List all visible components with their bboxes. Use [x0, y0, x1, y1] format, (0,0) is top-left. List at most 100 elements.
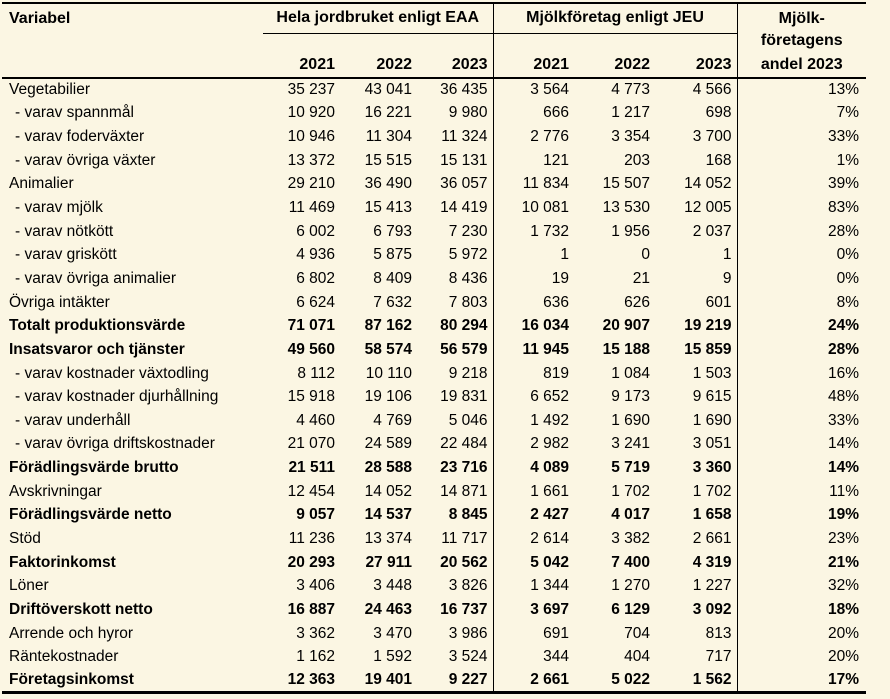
cell-andel-2023: 33%: [827, 411, 860, 429]
cell-jeu-2023: 15 859: [655, 338, 738, 362]
header-spacer-cell: [340, 33, 417, 52]
data-table: Variabel Hela jordbruket enligt EAA Mjöl…: [2, 2, 867, 695]
cell-jeu-2021: 636: [543, 293, 569, 311]
cell-jeu-2022: 626: [624, 293, 650, 311]
cell-eaa-2023: 11 717: [417, 527, 494, 551]
table-row: - varav övriga växter 13 372 15 515 15 131 1…: [2, 148, 866, 173]
cell-jeu-2023: 813: [655, 621, 738, 646]
row-label: Arrende och hyror: [9, 624, 134, 642]
cell-eaa-2022: 8 409: [373, 269, 412, 287]
column-group-jeu: Mjölkföretag enligt JEU: [493, 3, 738, 34]
cell-eaa-2023: 36 057: [417, 172, 494, 197]
cell-eaa-2021: 1 162: [296, 648, 335, 666]
cell-eaa-2021: 20 293: [287, 553, 335, 571]
cell-jeu-2021: 2 614: [530, 529, 569, 547]
cell-eaa-2022: 5 875: [373, 246, 412, 264]
cell-jeu-2023: 1 658: [655, 503, 738, 528]
cell-eaa-2023: 9 227: [417, 669, 494, 693]
cell-jeu-2022: 21: [632, 269, 650, 287]
cell-jeu-2023: 9: [655, 267, 738, 291]
cell-andel-2023: 14%: [827, 459, 860, 477]
cell-jeu-2022: 704: [624, 624, 650, 642]
table-row: Arrende och hyror 3 362 3 470 3 986 691 704 81…: [2, 621, 866, 646]
cell-eaa-2023: 14 419: [417, 196, 494, 220]
cell-jeu-2022: 9 173: [611, 388, 650, 406]
cell-eaa-2021: 6 624: [296, 293, 335, 311]
header-spacer-cell: [574, 33, 655, 52]
cell-eaa-2021: 10 920: [287, 104, 335, 122]
row-label: - varav kostnader växtodling: [15, 364, 209, 382]
row-label: - varav spannmål: [15, 104, 134, 122]
cell-eaa-2023: 3 826: [417, 574, 494, 599]
table-row: Faktorinkomst 20 293 27 911 20 562 5 042 7 40…: [2, 550, 866, 575]
cell-jeu-2023: 717: [655, 645, 738, 670]
cell-jeu-2021: 3 697: [530, 600, 569, 618]
cell-jeu-2021: 11 945: [522, 340, 569, 358]
cell-jeu-2021: 2 776: [530, 128, 569, 146]
table-row: Animalier 29 210 36 490 36 057 11 834 15 507 1…: [2, 172, 866, 197]
cell-eaa-2021: 13 372: [287, 151, 335, 169]
cell-eaa-2023: 8 436: [417, 267, 494, 291]
table-row: Löner 3 406 3 448 3 826 1 344 1 270 1 227 32%: [2, 574, 866, 599]
cell-jeu-2022: 3 382: [611, 529, 650, 547]
cell-jeu-2022: 4 017: [611, 506, 650, 524]
cell-eaa-2023: 9 980: [417, 101, 494, 126]
cell-jeu-2023: 168: [655, 148, 738, 173]
cell-eaa-2021: 6 002: [296, 222, 335, 240]
cell-eaa-2023: 56 579: [417, 338, 494, 362]
cell-jeu-2022: 13 530: [602, 199, 650, 217]
cell-jeu-2023: 19 219: [655, 314, 738, 339]
cell-eaa-2023: 19 831: [417, 385, 494, 409]
cell-jeu-2023: 12 005: [655, 196, 738, 220]
cell-jeu-2021: 3 564: [530, 81, 569, 99]
cell-eaa-2021: 9 057: [296, 506, 335, 524]
column-header-jeu-2023: 2023: [655, 52, 738, 79]
column-group-eaa: Hela jordbruket enligt EAA: [263, 3, 494, 34]
cell-andel-2023: 21%: [827, 553, 860, 571]
cell-jeu-2021: 1 661: [530, 482, 569, 500]
cell-andel-2023: 23%: [827, 529, 860, 547]
cell-andel-2023: 0%: [836, 269, 860, 287]
cell-jeu-2022: 1 270: [611, 577, 650, 595]
cell-eaa-2021: 21 511: [288, 459, 335, 477]
cell-eaa-2021: 12 363: [287, 671, 335, 689]
cell-jeu-2021: 11 834: [522, 175, 569, 193]
row-label: Företagsinkomst: [9, 671, 134, 689]
row-label: Totalt produktionsvärde: [9, 317, 186, 335]
cell-andel-2023: 20%: [827, 624, 860, 642]
cell-jeu-2021: 691: [543, 624, 569, 642]
cell-andel-2023: 39%: [827, 175, 860, 193]
header-spacer-cell: [263, 33, 340, 52]
cell-eaa-2021: 15 918: [287, 388, 335, 406]
cell-jeu-2022: 1 084: [611, 364, 650, 382]
cell-eaa-2022: 36 490: [364, 175, 412, 193]
header-group-row: Variabel Hela jordbruket enligt EAA Mjöl…: [2, 3, 867, 79]
cell-andel-2023: 18%: [827, 600, 860, 618]
cell-jeu-2023: 1 690: [655, 408, 738, 433]
row-label: - varav kostnader djurhållning: [15, 388, 219, 406]
cell-jeu-2022: 1 702: [611, 482, 650, 500]
table-row: - varav övriga driftskostnader 21 070 24 5…: [2, 432, 866, 457]
cell-eaa-2023: 23 716: [417, 456, 494, 480]
cell-jeu-2021: 1 344: [530, 577, 569, 595]
cell-jeu-2021: 1: [560, 246, 569, 264]
cell-eaa-2023: 80 294: [417, 314, 494, 339]
cell-eaa-2022: 28 588: [364, 459, 412, 477]
cell-jeu-2023: 1 562: [655, 669, 738, 693]
cell-eaa-2022: 3 448: [373, 577, 412, 595]
andel-header-line3: andel 2023: [760, 56, 843, 73]
table-row: - varav griskött 4 936 5 875 5 972 1 0 1 0%: [2, 243, 866, 268]
column-header-jeu-2022: 2022: [574, 52, 655, 79]
cell-andel-2023: 19%: [827, 506, 860, 524]
cell-eaa-2021: 35 237: [287, 81, 335, 99]
cell-jeu-2023: 1 503: [655, 361, 738, 386]
cell-jeu-2022: 15 507: [602, 175, 650, 193]
table-row: - varav spannmål 10 920 16 221 9 980 666 1 21…: [2, 101, 866, 126]
cell-jeu-2022: 404: [624, 648, 650, 666]
cell-jeu-2023: 3 051: [655, 432, 738, 457]
andel-header-line2: företagens: [760, 32, 843, 49]
cell-jeu-2023: 1: [655, 243, 738, 268]
cell-eaa-2023: 3 986: [417, 621, 494, 646]
cell-jeu-2023: 9 615: [655, 385, 738, 409]
cell-jeu-2022: 15 188: [602, 340, 650, 358]
